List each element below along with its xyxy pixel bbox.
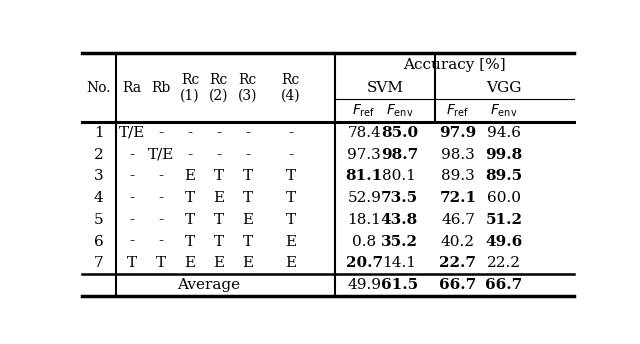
Text: 98.3: 98.3 (441, 148, 475, 162)
Text: -: - (129, 191, 134, 205)
Text: $F_{\rm env}$: $F_{\rm env}$ (490, 103, 518, 119)
Text: E: E (213, 256, 225, 270)
Text: Average: Average (177, 278, 241, 292)
Text: -: - (129, 213, 134, 227)
Text: -: - (129, 169, 134, 183)
Text: 78.4: 78.4 (348, 126, 381, 140)
Text: 97.9: 97.9 (439, 126, 477, 140)
Text: E: E (285, 235, 296, 248)
Text: 22.7: 22.7 (440, 256, 476, 270)
Text: E: E (285, 256, 296, 270)
Text: 43.8: 43.8 (381, 213, 418, 227)
Text: 89.3: 89.3 (441, 169, 475, 183)
Text: T: T (285, 169, 296, 183)
Text: Rc
(4): Rc (4) (281, 73, 301, 103)
Text: -: - (288, 148, 293, 162)
Text: -: - (216, 126, 221, 140)
Text: T: T (214, 169, 224, 183)
Text: Rb: Rb (151, 80, 170, 95)
Text: T: T (156, 256, 166, 270)
Text: 66.7: 66.7 (439, 278, 477, 292)
Text: 49.6: 49.6 (486, 235, 523, 248)
Text: -: - (188, 126, 193, 140)
Text: -: - (158, 126, 163, 140)
Text: Rc
(1): Rc (1) (180, 73, 200, 103)
Text: -: - (129, 235, 134, 248)
Text: -: - (188, 148, 193, 162)
Text: 85.0: 85.0 (381, 126, 418, 140)
Text: 2: 2 (94, 148, 104, 162)
Text: 89.5: 89.5 (486, 169, 523, 183)
Text: E: E (242, 213, 253, 227)
Text: 46.7: 46.7 (441, 213, 475, 227)
Text: E: E (184, 169, 196, 183)
Text: T: T (214, 235, 224, 248)
Text: 18.1: 18.1 (348, 213, 381, 227)
Text: $F_{\rm ref}$: $F_{\rm ref}$ (353, 103, 376, 119)
Text: 72.1: 72.1 (440, 191, 477, 205)
Text: 73.5: 73.5 (381, 191, 418, 205)
Text: 61.5: 61.5 (381, 278, 418, 292)
Text: T: T (285, 213, 296, 227)
Text: 5: 5 (94, 213, 104, 227)
Text: T: T (243, 235, 253, 248)
Text: T: T (185, 235, 195, 248)
Text: 52.9: 52.9 (348, 191, 381, 205)
Text: SVM: SVM (367, 80, 404, 95)
Text: No.: No. (86, 80, 111, 95)
Text: 80.1: 80.1 (383, 169, 417, 183)
Text: Ra: Ra (122, 80, 141, 95)
Text: 51.2: 51.2 (486, 213, 523, 227)
Text: 97.3: 97.3 (348, 148, 381, 162)
Text: 49.9: 49.9 (348, 278, 381, 292)
Text: 0.8: 0.8 (352, 235, 376, 248)
Text: 35.2: 35.2 (381, 235, 418, 248)
Text: -: - (288, 126, 293, 140)
Text: 4: 4 (94, 191, 104, 205)
Text: VGG: VGG (486, 80, 522, 95)
Text: -: - (158, 169, 163, 183)
Text: -: - (245, 126, 250, 140)
Text: 40.2: 40.2 (441, 235, 475, 248)
Text: 99.8: 99.8 (486, 148, 523, 162)
Text: Rc
(2): Rc (2) (209, 73, 228, 103)
Text: -: - (158, 213, 163, 227)
Text: -: - (158, 235, 163, 248)
Text: -: - (216, 148, 221, 162)
Text: 98.7: 98.7 (381, 148, 418, 162)
Text: 94.6: 94.6 (487, 126, 521, 140)
Text: T: T (185, 191, 195, 205)
Text: 22.2: 22.2 (487, 256, 521, 270)
Text: 3: 3 (94, 169, 104, 183)
Text: T: T (185, 213, 195, 227)
Text: -: - (158, 191, 163, 205)
Text: 7: 7 (94, 256, 104, 270)
Text: E: E (184, 256, 196, 270)
Text: T/E: T/E (148, 148, 174, 162)
Text: 14.1: 14.1 (383, 256, 417, 270)
Text: $F_{\rm ref}$: $F_{\rm ref}$ (446, 103, 470, 119)
Text: 60.0: 60.0 (487, 191, 521, 205)
Text: T: T (243, 191, 253, 205)
Text: Accuracy [%]: Accuracy [%] (403, 58, 506, 72)
Text: -: - (245, 148, 250, 162)
Text: T: T (214, 213, 224, 227)
Text: 20.7: 20.7 (346, 256, 383, 270)
Text: 66.7: 66.7 (486, 278, 523, 292)
Text: 6: 6 (94, 235, 104, 248)
Text: E: E (213, 191, 225, 205)
Text: 1: 1 (94, 126, 104, 140)
Text: T: T (243, 169, 253, 183)
Text: E: E (242, 256, 253, 270)
Text: 81.1: 81.1 (346, 169, 383, 183)
Text: Rc
(3): Rc (3) (238, 73, 257, 103)
Text: $F_{\rm env}$: $F_{\rm env}$ (386, 103, 413, 119)
Text: T: T (285, 191, 296, 205)
Text: T: T (127, 256, 137, 270)
Text: -: - (129, 148, 134, 162)
Text: T/E: T/E (119, 126, 145, 140)
